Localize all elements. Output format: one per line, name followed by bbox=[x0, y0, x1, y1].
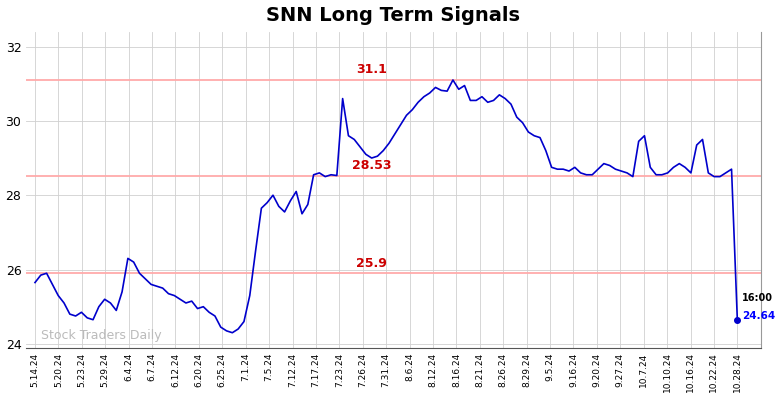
Text: 24.64: 24.64 bbox=[742, 311, 775, 321]
Text: 16:00: 16:00 bbox=[742, 293, 773, 303]
Title: SNN Long Term Signals: SNN Long Term Signals bbox=[267, 6, 521, 25]
Text: 31.1: 31.1 bbox=[356, 63, 387, 76]
Text: 25.9: 25.9 bbox=[356, 257, 387, 269]
Text: 28.53: 28.53 bbox=[351, 159, 391, 172]
Text: Stock Traders Daily: Stock Traders Daily bbox=[41, 329, 162, 342]
